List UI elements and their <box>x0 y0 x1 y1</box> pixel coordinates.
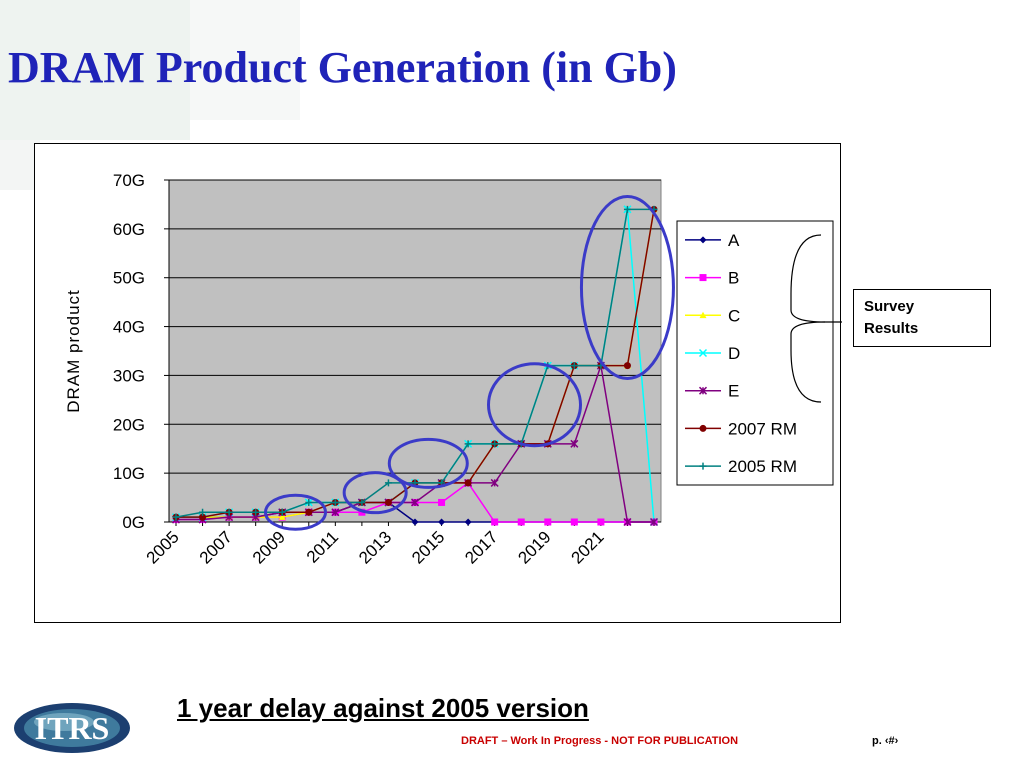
logo-text: ITRS <box>35 710 110 746</box>
legend-marker-2005-rm <box>699 462 707 470</box>
legend-marker-a <box>699 236 707 244</box>
y-tick-label: 30G <box>113 366 145 385</box>
plot-area <box>168 179 662 523</box>
highlight-ellipse <box>579 194 675 380</box>
legend-label-c: C <box>728 306 740 325</box>
itrs-logo: ITRS <box>14 703 130 753</box>
data-point-2005-rm <box>570 362 578 370</box>
survey-results-callout: Survey Results <box>853 289 991 347</box>
x-tick-label: 2011 <box>303 527 342 566</box>
y-tick-label: 70G <box>113 171 145 190</box>
chart-frame: 0G 10G 20G 30G 40G 50G 60G 70G 2005 2007 2009 2011 2… <box>34 143 842 623</box>
footer-page-number: p. ‹#› <box>872 735 899 747</box>
highlight-ellipse <box>342 471 408 515</box>
x-tick-label: 2005 <box>143 527 183 567</box>
y-tick-label: 40G <box>113 318 145 337</box>
data-point-2005-rm <box>225 508 233 516</box>
data-point-2007-rm <box>305 508 313 516</box>
y-tick-label: 0G <box>122 513 145 532</box>
background-watermark <box>0 0 300 190</box>
x-tick-label: 2019 <box>514 527 554 567</box>
footer-draft-notice: DRAFT – Work In Progress - NOT FOR PUBLI… <box>461 735 739 747</box>
line-chart: 0G 10G 20G 30G 40G 50G 60G 70G 2005 2007 2009 2011 2… <box>64 171 842 568</box>
callout-bracket-top <box>790 234 842 323</box>
data-point-b <box>517 518 525 526</box>
legend-marker-c <box>699 311 707 319</box>
callout-line-1: Survey <box>864 298 915 315</box>
x-tick-label: 2017 <box>461 527 501 567</box>
highlight-ellipse <box>264 493 327 531</box>
data-point-e <box>570 439 579 448</box>
legend-label-2005-rm: 2005 RM <box>728 457 797 476</box>
highlight-ellipse <box>387 437 469 489</box>
data-point-2005-rm <box>464 440 472 448</box>
data-point-2007-rm <box>464 479 472 487</box>
data-point-a <box>411 518 419 526</box>
legend-marker-e <box>698 386 708 395</box>
slide-subtitle: 1 year delay against 2005 version <box>177 693 589 723</box>
data-point-2005-rm <box>172 513 180 521</box>
callout-line-2: Results <box>864 320 919 337</box>
x-tick-label: 2007 <box>196 527 236 567</box>
legend-label-b: B <box>728 269 739 288</box>
legend-label-e: E <box>728 382 739 401</box>
data-point-b <box>438 498 446 506</box>
data-point-e <box>490 478 499 487</box>
data-point-2005-rm <box>305 498 313 506</box>
data-point-a <box>464 518 472 526</box>
data-point-2005-rm <box>252 508 260 516</box>
data-point-e <box>623 517 632 527</box>
data-point-c <box>278 513 286 520</box>
legend-label-d: D <box>728 344 740 363</box>
data-point-b <box>597 518 605 526</box>
y-axis-title: DRAM product <box>64 289 83 412</box>
y-tick-label: 10G <box>113 464 145 483</box>
legend-marker-d <box>698 348 708 358</box>
x-tick-label: 2021 <box>568 527 608 567</box>
data-point-2005-rm <box>331 498 339 506</box>
data-point-e <box>410 498 420 507</box>
data-point-2005-rm <box>623 205 631 213</box>
data-point-2005-rm <box>491 440 499 448</box>
data-point-2005-rm <box>278 508 286 516</box>
legend-marker-2007-rm <box>699 424 707 432</box>
x-tick-label: 2015 <box>408 527 448 567</box>
x-tick-label: 2009 <box>249 527 289 567</box>
data-point-2005-rm <box>358 498 366 506</box>
y-tick-label: 50G <box>113 269 145 288</box>
data-point-2007-rm <box>623 362 631 370</box>
y-tick-label: 60G <box>113 220 145 239</box>
data-point-2005-rm <box>199 508 207 516</box>
highlight-ellipse <box>487 362 582 448</box>
x-tick-label: 2013 <box>355 527 395 567</box>
legend-marker-b <box>699 274 707 282</box>
data-point-2007-rm <box>199 513 207 521</box>
data-point-2005-rm <box>384 479 392 487</box>
data-point-a <box>438 518 446 526</box>
legend-label-2007-rm: 2007 RM <box>728 419 797 438</box>
data-point-e <box>649 517 659 527</box>
data-point-b <box>491 518 499 526</box>
data-point-e <box>331 508 340 517</box>
data-point-b <box>570 518 578 526</box>
callout-bracket-bottom <box>790 321 826 403</box>
slide-title: DRAM Product Generation (in Gb) <box>8 43 677 92</box>
legend-label-a: A <box>728 231 740 250</box>
y-tick-label: 20G <box>113 415 145 434</box>
data-point-b <box>544 518 552 526</box>
data-point-2007-rm <box>384 498 392 506</box>
